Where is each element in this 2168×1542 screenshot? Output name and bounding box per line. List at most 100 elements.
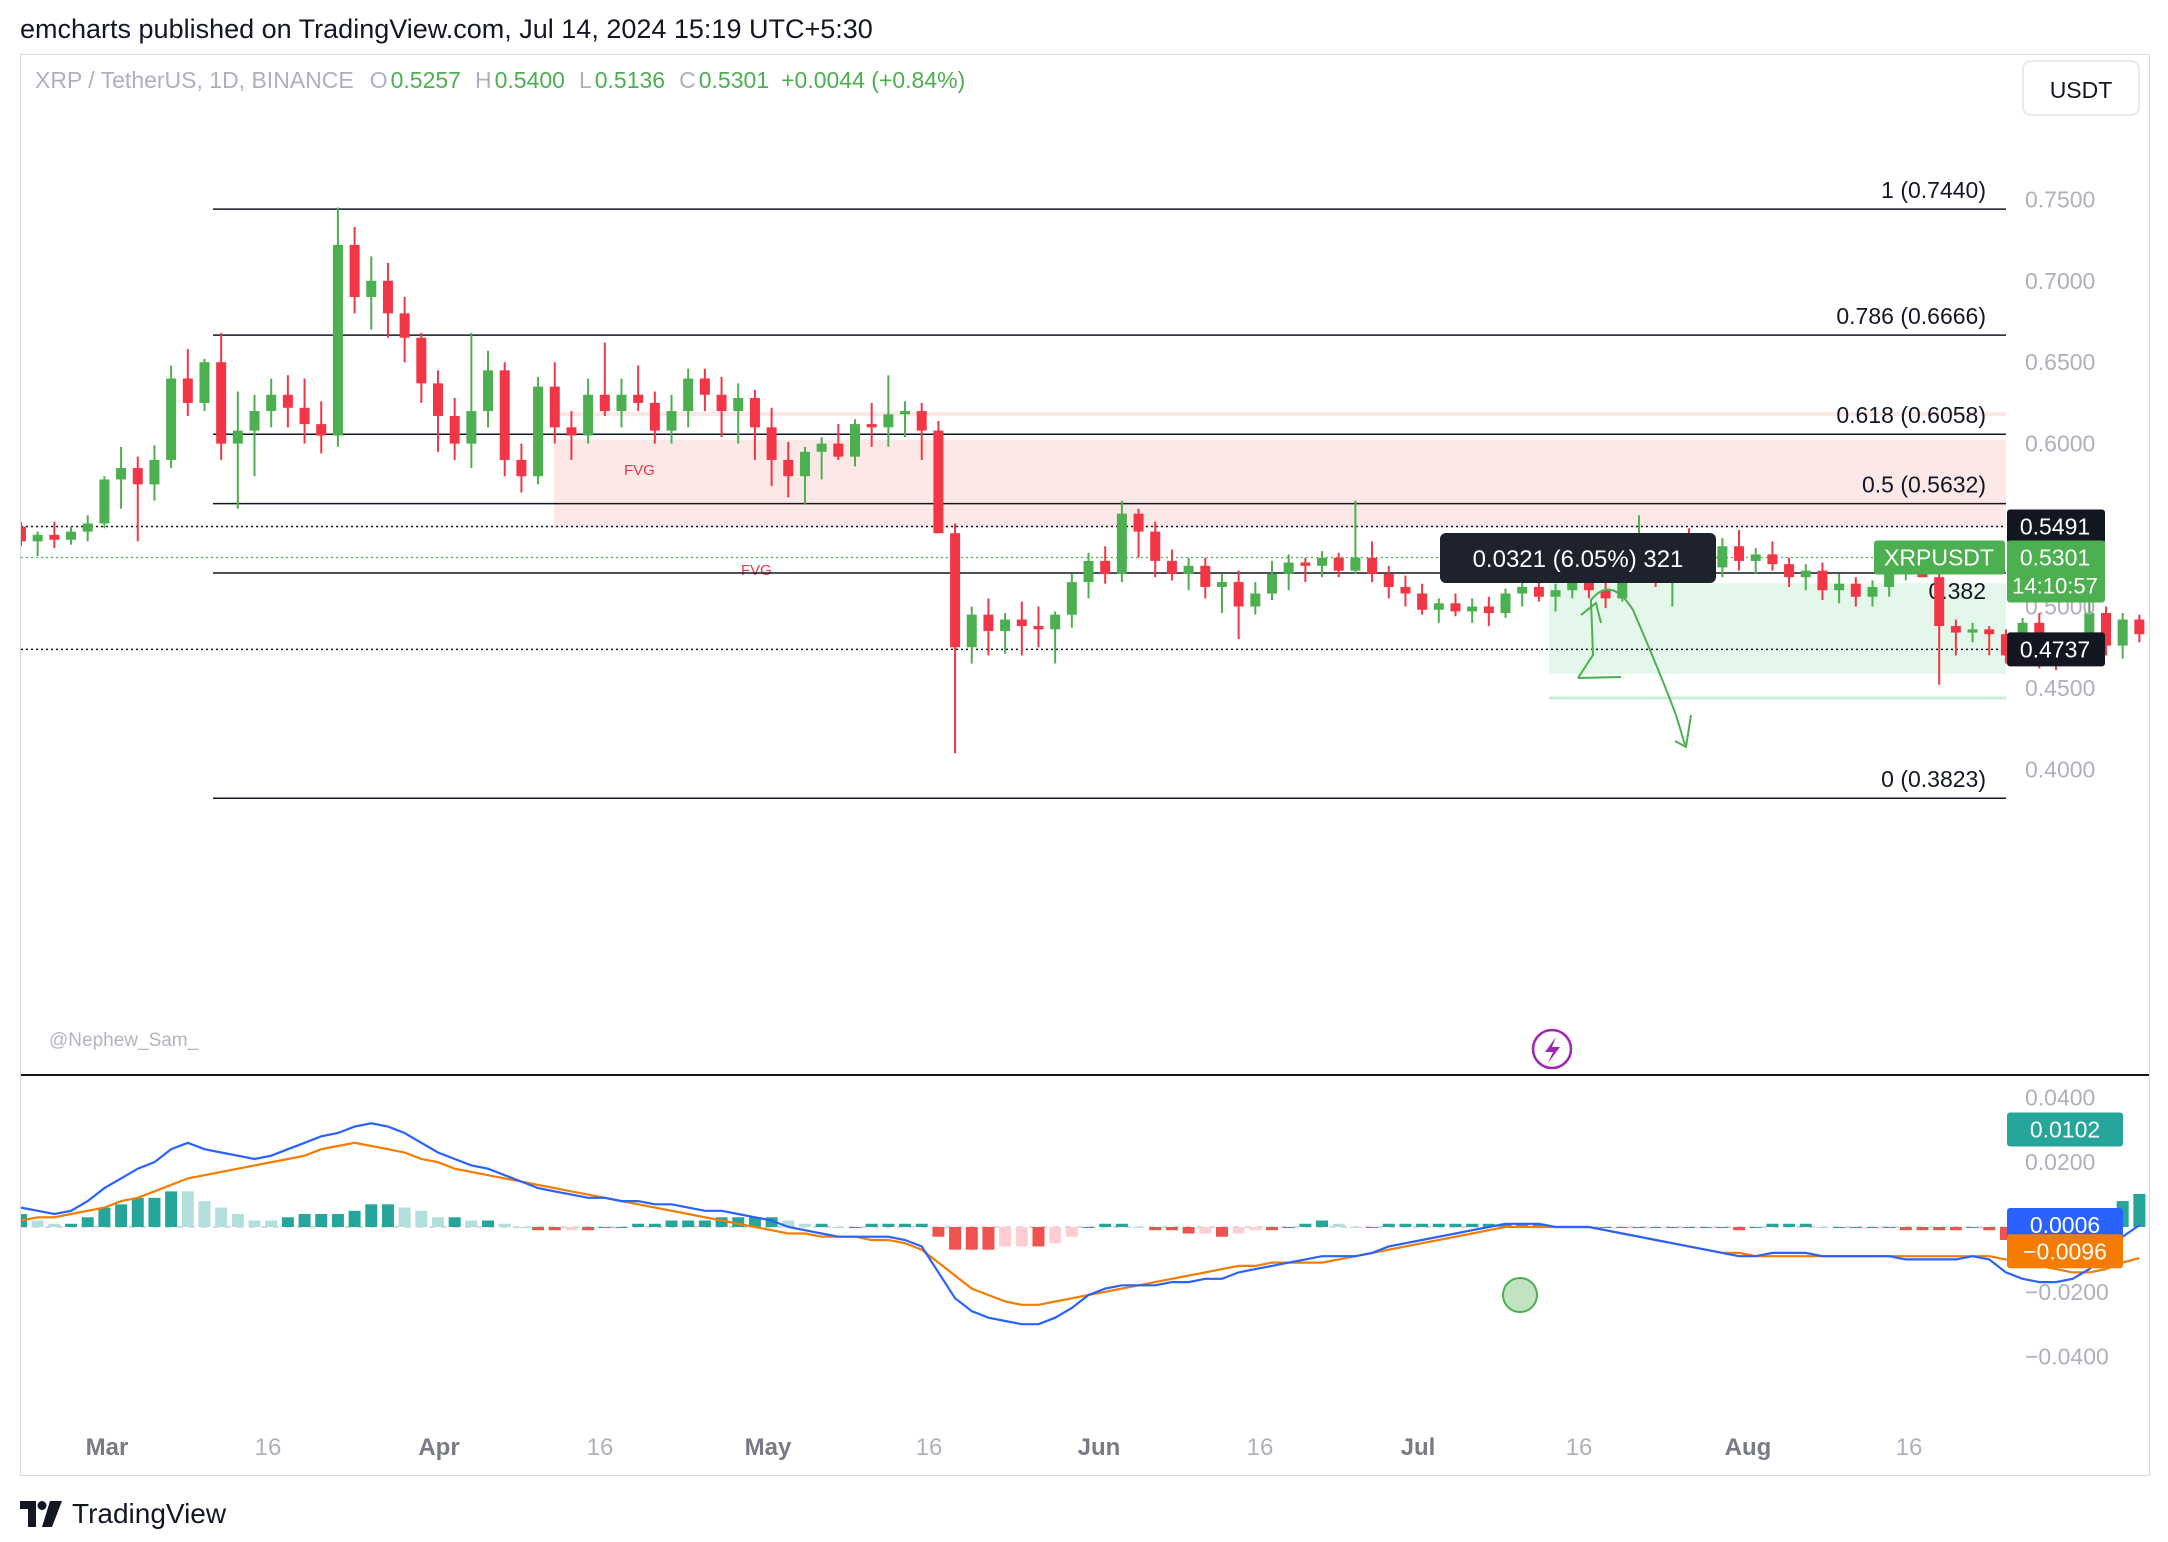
macd-histogram-bar — [1899, 1227, 1912, 1231]
macd-histogram-bar — [1299, 1223, 1312, 1227]
candle-body — [833, 443, 844, 457]
candle-body — [816, 443, 827, 452]
macd-histogram-bar — [832, 1227, 845, 1228]
candle-body — [316, 424, 327, 436]
price-scale-tick: 0.4000 — [2025, 756, 2095, 782]
macd-histogram-bar — [1599, 1227, 1612, 1228]
macd-histogram-bar — [115, 1204, 128, 1227]
macd-histogram-bar — [1416, 1223, 1429, 1227]
macd-histogram-bar — [1532, 1223, 1545, 1227]
macd-histogram-bar — [1399, 1223, 1412, 1227]
fib-label-0.618: 0.618 (0.6058) — [1836, 402, 1986, 428]
macd-histogram-bar — [1632, 1227, 1645, 1228]
candle-body — [249, 411, 260, 431]
candle-body — [2101, 613, 2111, 646]
macd-histogram-bar — [465, 1220, 478, 1227]
candle-body — [349, 244, 360, 298]
macd-histogram-bar — [1432, 1223, 1445, 1227]
candle-body — [549, 386, 560, 428]
macd-histogram-bar — [165, 1191, 178, 1227]
macd-histogram — [21, 1191, 2146, 1250]
candle-body — [1767, 554, 1778, 565]
last-price-value: 0.5301 — [2020, 544, 2090, 570]
candle-body — [533, 386, 544, 477]
candle-body — [2134, 619, 2145, 635]
macd-histogram-bar — [365, 1204, 378, 1227]
time-axis-tick: Mar — [86, 1434, 129, 1461]
macd-pane — [21, 1122, 2146, 1326]
macd-histogram-bar — [1015, 1227, 1028, 1247]
legend-c-label: C — [679, 67, 696, 93]
time-axis-tick: 16 — [1896, 1434, 1923, 1461]
event-flash-icon[interactable] — [1531, 1028, 1573, 1070]
macd-line — [21, 1122, 2141, 1326]
candle-body — [1166, 560, 1177, 574]
macd-histogram-bar — [1799, 1223, 1812, 1227]
candle-body — [983, 614, 994, 631]
macd-histogram-bar — [1049, 1227, 1062, 1244]
macd-histogram-bar — [215, 1207, 228, 1227]
macd-histogram-bar — [98, 1207, 111, 1227]
symbol-badge-text: XRPUSDT — [1884, 544, 1994, 570]
fib-label-1: 1 (0.7440) — [1881, 177, 1986, 203]
currency-button[interactable]: USDT — [2022, 60, 2140, 116]
candle-body — [1750, 554, 1761, 561]
time-axis-tick: May — [745, 1434, 792, 1461]
candle-body — [82, 523, 93, 532]
footer-brand[interactable]: TradingView — [72, 1498, 227, 1529]
macd-histogram-bar — [1115, 1223, 1128, 1227]
legend-l-label: L — [579, 67, 592, 93]
candle-body — [1116, 513, 1127, 574]
macd-histogram-bar — [1182, 1227, 1195, 1234]
price-scale-tick: 0.7500 — [2025, 186, 2095, 212]
macd-histogram-bar — [81, 1217, 94, 1227]
candle-body — [1050, 614, 1061, 630]
candle-body — [1467, 606, 1478, 612]
macd-histogram-bar — [582, 1227, 595, 1231]
candle-body — [149, 459, 160, 485]
candle-body — [1533, 586, 1544, 597]
macd-histogram-bar — [1032, 1227, 1045, 1247]
macd-histogram-bar — [615, 1227, 628, 1228]
candle-body — [683, 378, 694, 412]
macd-histogram-bar — [398, 1207, 411, 1227]
flash-icon-bolt[interactable] — [1545, 1037, 1560, 1063]
candle-body — [1300, 562, 1311, 566]
macd-histogram-bar — [765, 1217, 778, 1227]
chart-svg[interactable]: FVG FVG 1 (0.7440) 0.786 (0.6666) 0.618 (0.6… — [21, 55, 2149, 1475]
macd-badge-text-signal: −0.0096 — [2023, 1238, 2107, 1264]
candle-body — [282, 394, 293, 408]
candle-body — [633, 394, 644, 403]
projection-tick — [1580, 601, 1602, 624]
measure-tooltip-bg — [1440, 533, 1716, 583]
macd-histogram-bar — [648, 1223, 661, 1227]
macd-histogram-bar — [1783, 1223, 1796, 1227]
macd-histogram-bar — [1165, 1227, 1178, 1231]
candle-body — [1383, 573, 1394, 587]
candle-body — [21, 526, 26, 542]
macd-histogram-bar — [1366, 1227, 1379, 1228]
currency-button-bg[interactable] — [2022, 60, 2140, 116]
macd-histogram-bar — [1699, 1227, 1712, 1228]
chart-frame[interactable]: FVG FVG 1 (0.7440) 0.786 (0.6666) 0.618 (0.6… — [20, 54, 2150, 1476]
candle-body — [850, 424, 860, 457]
bar-countdown: 14:10:57 — [2012, 573, 2098, 598]
candle-body — [483, 370, 494, 412]
macd-histogram-bar — [665, 1220, 678, 1227]
candle-body — [2084, 613, 2095, 651]
candle-body — [2000, 634, 2011, 656]
measure-tooltip: 0.0321 (6.05%) 321 — [1440, 533, 1716, 583]
candle-body — [1250, 593, 1261, 607]
macd-histogram-bar — [1666, 1227, 1679, 1228]
candle-body — [883, 414, 894, 428]
macd-histogram-bar — [1332, 1223, 1345, 1227]
fib-label-0.786: 0.786 (0.6666) — [1836, 303, 1986, 329]
candle-body — [599, 394, 610, 412]
macd-histogram-bar — [181, 1191, 194, 1227]
candle-body — [799, 451, 810, 477]
time-axis-tick: Jul — [1401, 1434, 1436, 1461]
candle-body — [616, 394, 627, 412]
macd-histogram-bar — [2133, 1193, 2146, 1227]
legend-h-label: H — [475, 67, 492, 93]
candle-body — [1834, 583, 1845, 591]
